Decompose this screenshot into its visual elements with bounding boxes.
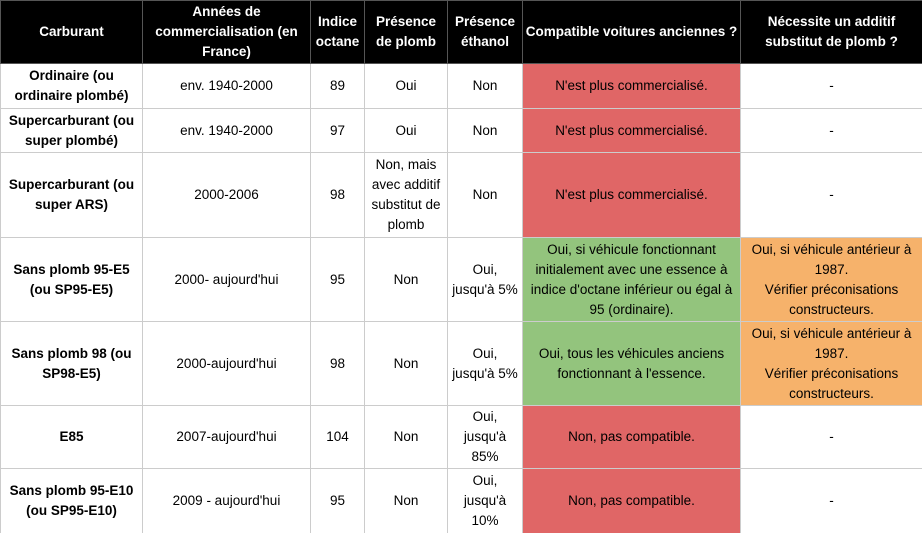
table-cell: 97	[310, 108, 365, 153]
table-cell: -	[740, 152, 922, 238]
table-cell: N'est plus commercialisé.	[522, 108, 741, 153]
table-row: Supercarburant (ou super ARS) 2000-2006 98…	[0, 152, 922, 238]
table-row: E85 2007-aujourd'hui 104 Non Oui, jusqu'à 85…	[0, 405, 922, 469]
header-cell: Années de commercialisation (en France)	[142, 0, 311, 64]
table-row: Sans plomb 95-E5 (ou SP95-E5) 2000- aujou…	[0, 237, 922, 322]
table-cell: Non	[364, 237, 448, 322]
table-cell: 2009 - aujourd'hui	[142, 468, 311, 533]
table-cell: Oui, jusqu'à 5%	[447, 237, 523, 322]
table-row: Sans plomb 98 (ou SP98-E5) 2000-aujourd'h…	[0, 321, 922, 406]
table-cell: Oui, jusqu'à 10%	[447, 468, 523, 533]
table-cell: Sans plomb 95-E10 (ou SP95-E10)	[0, 468, 143, 533]
table-cell: env. 1940-2000	[142, 108, 311, 153]
table-cell: Ordinaire (ou ordinaire plombé)	[0, 63, 143, 109]
table-cell: Sans plomb 95-E5 (ou SP95-E5)	[0, 237, 143, 322]
table-cell: 98	[310, 152, 365, 238]
table-row: Ordinaire (ou ordinaire plombé) env. 1940…	[0, 63, 922, 109]
table-cell: Oui	[364, 63, 448, 109]
table-cell: -	[740, 63, 922, 109]
table-cell: 2000-2006	[142, 152, 311, 238]
table-row: Sans plomb 95-E10 (ou SP95-E10) 2009 - au…	[0, 468, 922, 533]
header-cell: Nécessite un additif substitut de plomb …	[740, 0, 922, 64]
header-cell: Carburant	[0, 0, 143, 64]
table-cell: 98	[310, 321, 365, 406]
table-cell: 95	[310, 237, 365, 322]
table-row: Supercarburant (ou super plombé) env. 194…	[0, 108, 922, 153]
table-cell: Non	[364, 468, 448, 533]
table-cell: 2000-aujourd'hui	[142, 321, 311, 406]
table-cell: -	[740, 108, 922, 153]
header-cell: Compatible voitures anciennes ?	[522, 0, 741, 64]
table-cell: Oui, si véhicule antérieur à 1987. Vérif…	[740, 237, 922, 322]
table-cell: E85	[0, 405, 143, 469]
header-cell: Indice octane	[310, 0, 365, 64]
table-cell: 2000- aujourd'hui	[142, 237, 311, 322]
table-cell: Non	[447, 108, 523, 153]
table-cell: -	[740, 468, 922, 533]
table-cell: Oui, jusqu'à 5%	[447, 321, 523, 406]
table-cell: 104	[310, 405, 365, 469]
table-cell: Sans plomb 98 (ou SP98-E5)	[0, 321, 143, 406]
table-cell: 95	[310, 468, 365, 533]
table-cell: Non, pas compatible.	[522, 468, 741, 533]
table-cell: N'est plus commercialisé.	[522, 63, 741, 109]
table-cell: Non, pas compatible.	[522, 405, 741, 469]
header-cell: Présence éthanol	[447, 0, 523, 64]
table-cell: env. 1940-2000	[142, 63, 311, 109]
table-cell: Oui, si véhicule antérieur à 1987. Vérif…	[740, 321, 922, 406]
table-cell: Non	[364, 405, 448, 469]
table-cell: Non	[364, 321, 448, 406]
table-cell: Supercarburant (ou super ARS)	[0, 152, 143, 238]
header-cell: Présence de plomb	[364, 0, 448, 64]
table-cell: Oui	[364, 108, 448, 153]
table-cell: Non	[447, 63, 523, 109]
table-cell: Oui, si véhicule fonctionnant initialeme…	[522, 237, 741, 322]
table-cell: -	[740, 405, 922, 469]
table-cell: N'est plus commercialisé.	[522, 152, 741, 238]
table-cell: Non, mais avec additif substitut de plom…	[364, 152, 448, 238]
table-cell: 89	[310, 63, 365, 109]
table-cell: Supercarburant (ou super plombé)	[0, 108, 143, 153]
header-row: Carburant Années de commercialisation (e…	[0, 0, 922, 64]
table-cell: Non	[447, 152, 523, 238]
table-cell: Oui, tous les véhicules anciens fonction…	[522, 321, 741, 406]
table-cell: Oui, jusqu'à 85%	[447, 405, 523, 469]
table-cell: 2007-aujourd'hui	[142, 405, 311, 469]
